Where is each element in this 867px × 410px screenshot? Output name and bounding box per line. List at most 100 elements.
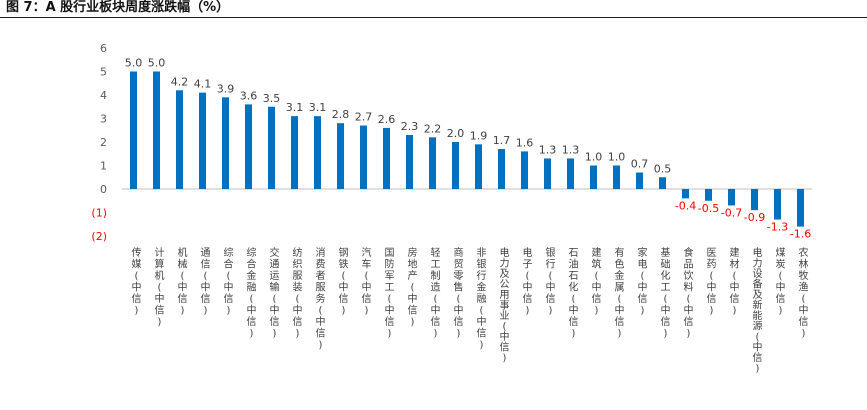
category-label: 电力设备及新能源(中信)	[753, 246, 763, 375]
bar	[130, 71, 137, 189]
category-label: 非银行金融(中信)	[477, 247, 487, 351]
bar	[199, 92, 206, 189]
bar	[429, 137, 436, 189]
bar-value-label: 4.2	[171, 75, 189, 88]
bar	[659, 177, 666, 189]
bar	[337, 123, 344, 189]
y-tick-label: 4	[100, 89, 107, 102]
category-label: 建材(中信)	[730, 246, 740, 317]
bar-value-label: -0.5	[698, 202, 719, 215]
y-tick-label: 1	[100, 160, 107, 173]
bar-value-label: -0.4	[675, 199, 696, 212]
title-rule	[0, 17, 867, 18]
bar-value-label: 2.2	[424, 122, 442, 135]
bar	[383, 127, 390, 189]
category-label: 家电(中信)	[638, 246, 648, 317]
bar-value-label: 1.0	[585, 151, 603, 164]
bar	[406, 134, 413, 189]
category-label: 交通运输(中信)	[270, 246, 280, 340]
bar-value-label: 5.0	[125, 57, 143, 70]
bar	[245, 104, 252, 189]
bar-value-label: 1.7	[493, 134, 511, 147]
bar-value-label: 2.6	[378, 113, 396, 126]
bar	[222, 97, 229, 189]
category-label: 银行(中信)	[546, 246, 556, 317]
y-tick-label: (2)	[91, 230, 107, 243]
bar	[567, 158, 574, 189]
bar-value-label: -1.3	[767, 221, 788, 234]
bar-value-label: 2.0	[447, 127, 465, 140]
bar-value-label: 5.0	[148, 57, 166, 70]
category-label: 综合金融(中信)	[247, 246, 257, 340]
category-label: 消费者服务(中信)	[316, 246, 326, 351]
y-tick-label: 2	[100, 136, 107, 149]
category-label: 汽车(中信)	[362, 246, 372, 317]
category-label: 商贸零售(中信)	[454, 246, 464, 340]
bar-value-label: -1.6	[790, 228, 811, 241]
category-label: 基础化工(中信)	[661, 246, 671, 340]
bar-value-label: 3.5	[263, 92, 281, 105]
bar	[590, 165, 597, 189]
category-label: 机械(中信)	[178, 246, 188, 317]
bar	[475, 144, 482, 189]
bar-value-label: 3.1	[309, 101, 327, 114]
category-label: 有色金属(中信)	[615, 246, 625, 340]
bar-value-label: 1.9	[470, 129, 488, 142]
bar	[360, 125, 367, 189]
bar	[498, 149, 505, 189]
bar-value-label: 2.8	[332, 108, 350, 121]
bar	[521, 151, 528, 189]
bar-value-label: 1.6	[516, 136, 534, 149]
bar	[153, 71, 160, 189]
bar	[314, 116, 321, 189]
bar-value-label: 4.1	[194, 78, 212, 91]
bar	[176, 90, 183, 189]
bar-value-label: -0.9	[744, 211, 765, 224]
bar-value-label: 0.7	[631, 158, 649, 171]
y-tick-label: 0	[100, 183, 107, 196]
category-label: 轻工制造(中信)	[431, 246, 441, 340]
bar	[291, 116, 298, 189]
bar	[636, 172, 643, 189]
bar-value-label: 0.5	[654, 162, 672, 175]
bar-value-label: 3.9	[217, 82, 235, 95]
bar	[268, 106, 275, 189]
category-label: 房地产(中信)	[408, 246, 418, 328]
bar	[774, 189, 781, 220]
figure-title: 图 7：A 股行业板块周度涨跌幅（%）	[6, 0, 230, 15]
bar	[751, 189, 758, 211]
bar	[728, 189, 735, 206]
bar	[797, 189, 804, 227]
category-label: 建筑(中信)	[592, 246, 602, 317]
bar	[544, 158, 551, 189]
y-tick-label: 3	[100, 113, 107, 126]
category-label: 计算机(中信)	[155, 246, 165, 328]
category-label: 综合(中信)	[224, 246, 234, 317]
bar	[682, 189, 689, 199]
bar-value-label: 2.3	[401, 120, 419, 133]
bar-value-label: 1.0	[608, 151, 626, 164]
category-label: 医药(中信)	[707, 247, 717, 317]
category-label: 国防军工(中信)	[385, 247, 395, 340]
bar-value-label: 1.3	[562, 143, 580, 156]
category-label: 通信(中信)	[201, 247, 211, 317]
category-label: 食品饮料(中信)	[684, 246, 694, 340]
category-label: 纺织服装(中信)	[293, 246, 303, 340]
y-tick-label: (1)	[91, 207, 107, 220]
bar-value-label: 2.7	[355, 111, 373, 124]
bar-value-label: 3.1	[286, 101, 304, 114]
bar	[705, 189, 712, 201]
bar-value-label: 1.3	[539, 143, 557, 156]
category-label: 钢铁(中信)	[339, 246, 349, 317]
y-tick-label: 5	[100, 66, 107, 79]
y-tick-label: 6	[100, 42, 107, 55]
bar	[452, 142, 459, 189]
category-label: 石油石化(中信)	[569, 248, 579, 340]
figure-header: 图 7：A 股行业板块周度涨跌幅（%）	[0, 0, 867, 18]
category-label: 传媒(中信)	[132, 247, 142, 317]
category-label: 电力及公用事业(中信)	[500, 246, 510, 364]
bar-value-label: -0.7	[721, 206, 742, 219]
bar-value-label: 3.6	[240, 89, 258, 102]
category-label: 煤炭(中信)	[776, 246, 786, 317]
